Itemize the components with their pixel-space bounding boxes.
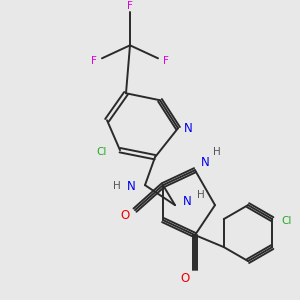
Text: F: F [163, 56, 169, 66]
Text: F: F [127, 2, 133, 11]
Text: F: F [91, 56, 97, 66]
Text: N: N [183, 195, 191, 208]
Text: H: H [197, 190, 205, 200]
Text: H: H [113, 181, 121, 191]
Text: N: N [184, 122, 192, 135]
Text: Cl: Cl [97, 147, 107, 157]
Text: N: N [201, 156, 209, 169]
Text: Cl: Cl [281, 216, 291, 226]
Text: O: O [180, 272, 190, 284]
Text: H: H [213, 147, 221, 157]
Text: N: N [127, 180, 135, 193]
Text: O: O [120, 208, 130, 222]
